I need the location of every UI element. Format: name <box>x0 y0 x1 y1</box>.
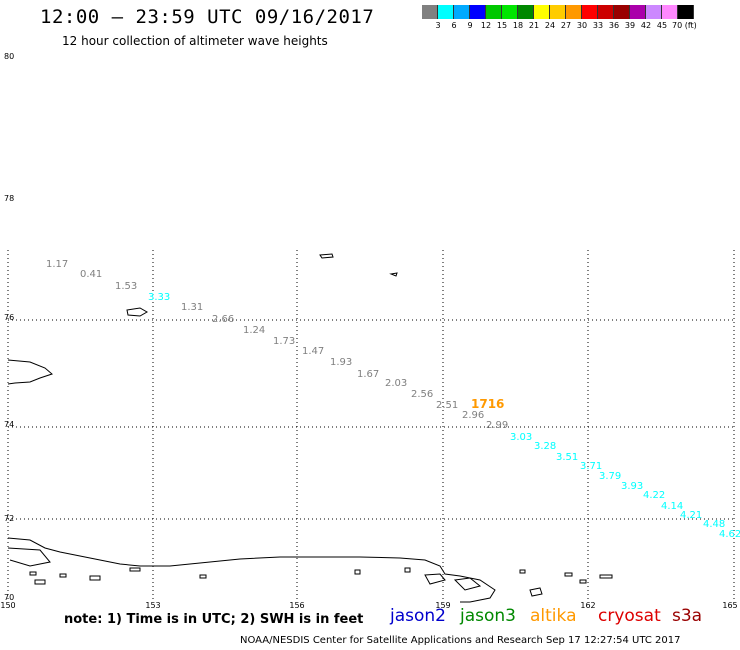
credit-line: NOAA/NESDIS Center for Satellite Applica… <box>240 635 681 646</box>
wave-height-label: 3.33 <box>148 292 170 303</box>
wave-height-label: 2.66 <box>212 314 234 325</box>
longitude-tick-label: 162 <box>580 601 595 610</box>
legend-swatch <box>582 5 598 19</box>
wave-height-label: 2.03 <box>385 378 407 389</box>
wave-height-label: 1.93 <box>330 357 352 368</box>
satellite-name: s3a <box>672 606 703 626</box>
color-legend-labels: 3 6 9 12 15 18 21 24 27 30 33 36 39 42 45 70 (ft) <box>422 21 740 31</box>
legend-label: 30 <box>576 21 588 30</box>
legend-swatch <box>646 5 662 19</box>
wave-height-label: 4.62 <box>719 529 740 540</box>
longitude-tick-label: 159 <box>435 601 450 610</box>
legend-label: 27 <box>560 21 572 30</box>
axis-labels: 150 153 156 159 162 165 80 78 76 74 72 70 <box>0 52 737 610</box>
latitude-tick-label: 78 <box>4 194 14 203</box>
legend-label: 12 <box>480 21 492 30</box>
satellite-name: jason2 <box>390 606 446 626</box>
legend-label: 6 <box>451 21 457 30</box>
latitude-tick-label: 74 <box>4 420 14 429</box>
legend-label: 15 <box>496 21 508 30</box>
wave-height-label: 2.51 <box>436 400 458 411</box>
chart-title: 12:00 – 23:59 UTC 09/16/2017 <box>40 6 375 28</box>
chart-subtitle: 12 hour collection of altimeter wave hei… <box>62 34 328 48</box>
wave-height-label: 2.56 <box>411 389 433 400</box>
legend-swatch <box>454 5 470 19</box>
wave-height-label: 1.73 <box>273 336 295 347</box>
wave-height-label: 4.48 <box>703 519 725 530</box>
latitude-tick-label: 72 <box>4 514 14 523</box>
legend-swatch <box>598 5 614 19</box>
pass-time-label: 1716 <box>471 397 504 411</box>
legend-label: 45 <box>656 21 668 30</box>
legend-swatch <box>550 5 566 19</box>
island-left <box>7 359 53 385</box>
legend-swatch <box>614 5 630 19</box>
legend-swatch <box>662 5 678 19</box>
longitude-tick-label: 165 <box>722 601 737 610</box>
latitude-tick-label: 76 <box>4 313 14 322</box>
wave-height-label: 4.14 <box>661 501 683 512</box>
island-small-3 <box>389 272 398 277</box>
wave-height-label: 1.47 <box>302 346 324 357</box>
legend-label: 21 <box>528 21 540 30</box>
wave-height-label: 2.99 <box>486 420 508 431</box>
legend-swatch <box>518 5 534 19</box>
legend-swatch <box>486 5 502 19</box>
color-legend <box>422 5 694 19</box>
wave-height-label: 1.53 <box>115 281 137 292</box>
wave-height-label: 1.24 <box>243 325 265 336</box>
wave-height-label: 4.21 <box>680 510 702 521</box>
legend-label: 39 <box>624 21 636 30</box>
legend-swatch <box>630 5 646 19</box>
latitude-tick-label: 80 <box>4 52 14 61</box>
wave-height-label: 3.51 <box>556 452 578 463</box>
legend-label: 42 <box>640 21 652 30</box>
island-small-2 <box>319 253 334 259</box>
satellite-name: jason3 <box>460 606 516 626</box>
longitude-tick-label: 156 <box>289 601 304 610</box>
wave-height-label: 0.41 <box>80 269 102 280</box>
coastline <box>7 253 613 603</box>
wave-height-label: 1.67 <box>357 369 379 380</box>
coastline-south-edge <box>7 547 51 567</box>
wave-height-label: 3.28 <box>534 441 556 452</box>
latitude-tick-label: 70 <box>4 593 14 602</box>
wave-height-label: 3.71 <box>580 461 602 472</box>
wave-height-label: 1.31 <box>181 302 203 313</box>
wave-height-label: 3.79 <box>599 471 621 482</box>
legend-label: 9 <box>467 21 473 30</box>
legend-swatch <box>470 5 486 19</box>
wave-height-label: 3.93 <box>621 481 643 492</box>
coastline-south <box>7 537 496 603</box>
legend-label: 24 <box>544 21 556 30</box>
legend-swatch <box>502 5 518 19</box>
legend-swatch <box>566 5 582 19</box>
graticule <box>7 250 735 600</box>
legend-label: 18 <box>512 21 524 30</box>
altimeter-track: 1.17 0.41 1.53 3.33 1.31 2.66 1.24 1.73 1.47 1.93… <box>46 259 740 540</box>
satellite-name: cryosat <box>598 606 661 626</box>
wave-height-label: 3.03 <box>510 432 532 443</box>
legend-swatch <box>438 5 454 19</box>
longitude-tick-label: 153 <box>145 601 160 610</box>
legend-swatch <box>422 5 438 19</box>
wave-height-label: 2.96 <box>462 410 484 421</box>
wave-height-label: 1.17 <box>46 259 68 270</box>
wave-height-label: 4.22 <box>643 490 665 501</box>
legend-label: 33 <box>592 21 604 30</box>
legend-label: 3 <box>435 21 441 30</box>
footnote: note: 1) Time is in UTC; 2) SWH is in fe… <box>64 612 364 627</box>
legend-label: 36 <box>608 21 620 30</box>
legend-swatch <box>534 5 550 19</box>
island-small-1 <box>126 307 149 317</box>
legend-label: 70 (ft) <box>672 21 697 30</box>
longitude-tick-label: 150 <box>0 601 15 610</box>
legend-swatch <box>678 5 694 19</box>
satellite-name: altika <box>530 606 577 626</box>
